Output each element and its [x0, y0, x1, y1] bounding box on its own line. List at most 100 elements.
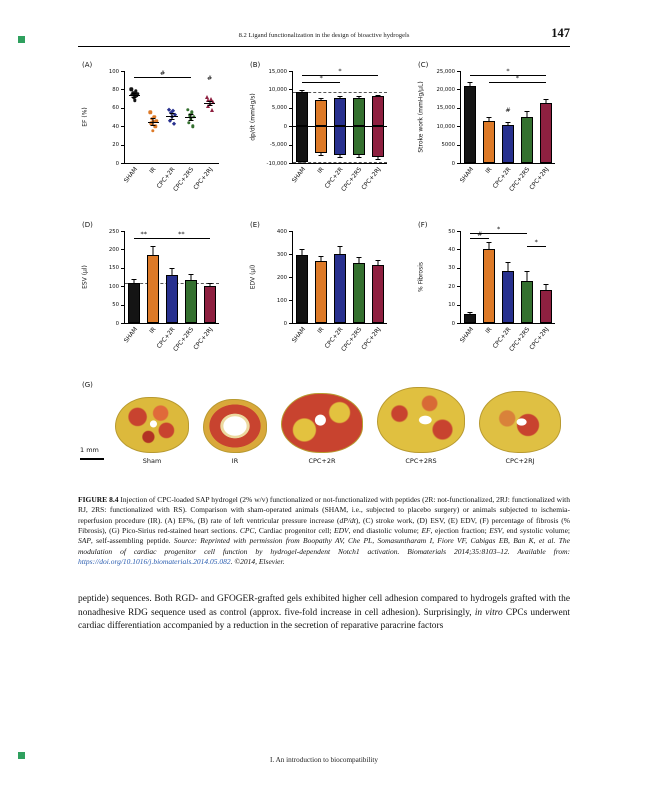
y-tick: 25,000 — [436, 69, 461, 75]
bar-CPC+2R — [333, 254, 346, 323]
text-segment: , end diastolic volume; — [348, 526, 422, 536]
error-bar — [339, 246, 341, 255]
body-paragraph: peptide) sequences. Both RGD- and GFOGER… — [78, 593, 570, 633]
chart-ef: EF (%) 0 20 40 60 80 100 # # SHAM IR CPC+2R CPC+2R… — [78, 63, 234, 211]
x-tick-label: SHAM — [290, 326, 307, 345]
page-number: 147 — [551, 26, 570, 40]
bar-CPC+2RJ — [539, 289, 552, 323]
y-tick: 100 — [277, 298, 293, 304]
bar-neg-IR — [315, 126, 328, 154]
y-tick-label: 20 — [112, 142, 119, 149]
error-bar — [301, 249, 303, 256]
data-point — [129, 87, 134, 92]
heart-row: Sham IR CPC+2R CPC+2RS CPC+2RJ — [78, 381, 570, 465]
error-cap — [299, 89, 305, 91]
x-tick-label: SHAM — [458, 166, 475, 185]
error-cap — [318, 97, 324, 99]
error-cap — [375, 158, 381, 160]
data-point — [133, 98, 137, 103]
heart-label: CPC+2RJ — [505, 457, 535, 465]
y-tick-label: 0 — [283, 320, 287, 327]
plot-area: 15,000 10,000 5,000 0 -5,000 -10,000 * * — [267, 67, 387, 167]
heart-section: Sham — [115, 397, 189, 465]
text-segment: , ejection fraction; — [430, 526, 490, 536]
significance-line — [526, 245, 546, 247]
plot-area: 0 5000 10,000 15,000 20,000 25,000 * * # — [436, 67, 555, 167]
error-cap — [150, 245, 156, 247]
y-tick: 250 — [109, 229, 125, 235]
error-bar — [488, 117, 490, 121]
text-segment: ), (C) stroke work, (D) ESV, (E) EDV, (F… — [78, 515, 571, 536]
text-segment: Injection of CPC-loaded SAP hydrogel (2%… — [78, 495, 570, 525]
heart-section: CPC+2RS — [377, 387, 465, 465]
significance-line — [489, 82, 546, 84]
text-segment: CPC — [239, 526, 255, 536]
plot-area: 0 10 20 30 40 50 # * * — [448, 225, 555, 327]
y-tick: 60 — [112, 105, 125, 111]
error-bar — [358, 256, 360, 263]
bar-CPC+2R — [165, 275, 178, 323]
text-segment: , Cardiac progenitor cell; — [254, 526, 334, 536]
y-tick-label: 200 — [108, 246, 119, 253]
significance-line — [153, 237, 210, 239]
significance-label: * — [338, 67, 342, 76]
bar-SHAM — [128, 282, 141, 323]
mean-line — [166, 116, 178, 118]
panel-g: (G) Sham IR CPC+2R CPC+2RS CPC+2RJ 1 mm — [78, 381, 570, 483]
error-bar — [301, 89, 303, 92]
y-tick: 15,000 — [268, 69, 293, 75]
data-point — [154, 118, 158, 123]
bar-SHAM — [296, 91, 309, 127]
panel-letter-a: (A) — [82, 61, 93, 69]
significance-line — [470, 75, 546, 77]
error-cap — [169, 267, 175, 269]
y-tick-label: 80 — [112, 86, 119, 93]
y-tick-label: 100 — [108, 283, 119, 290]
y-tick: 5,000 — [272, 105, 293, 111]
error-cap — [131, 278, 137, 280]
y-tick: 0 — [116, 161, 125, 167]
significance-label: * — [506, 67, 510, 76]
error-bar — [320, 255, 322, 262]
reference-line — [293, 161, 387, 163]
error-cap — [356, 157, 362, 159]
y-tick: 200 — [109, 247, 125, 253]
bar-neg-CPC+2R — [333, 126, 346, 155]
chart-edv: EDV (µl) 0 100 200 300 400 SHAM IR CPC+2R CPC+2… — [246, 223, 402, 371]
bar-CPC+2RJ — [539, 103, 552, 163]
y-tick: 0 — [284, 124, 293, 130]
y-tick-label: 30 — [448, 265, 455, 272]
bar-IR — [483, 120, 496, 163]
y-tick-label: 10,000 — [436, 123, 455, 130]
panel-letter-d: (D) — [82, 221, 93, 229]
page-content: 8.2 Ligand functionalization in the desi… — [78, 0, 570, 633]
y-tick-label: 150 — [108, 265, 119, 272]
error-cap — [131, 93, 137, 95]
mean-line — [128, 94, 141, 97]
y-tick-label: 5,000 — [271, 105, 287, 112]
error-bar — [209, 283, 211, 287]
heart-section: CPC+2RJ — [479, 391, 561, 465]
y-tick-label: 0 — [451, 320, 455, 327]
significance-label: # — [206, 73, 213, 82]
y-tick: 40 — [448, 247, 461, 253]
y-tick-label: -10,000 — [266, 160, 287, 167]
y-tick-label: 0 — [283, 123, 287, 130]
error-bar — [377, 260, 379, 266]
y-tick-label: 200 — [276, 274, 287, 281]
y-tick: 20 — [112, 142, 125, 148]
heart-image — [203, 399, 267, 453]
significance-line — [134, 237, 154, 239]
doi-link[interactable]: https://doi.org/10.1016/j.biomaterials.2… — [78, 557, 231, 567]
error-cap — [337, 96, 343, 98]
bar-CPC+2RS — [520, 280, 533, 323]
chart-stroke-work: Stroke work (mmHg/µL) 0 5000 10,000 15,000 2… — [414, 63, 570, 211]
y-axis-label: % Fibrosis — [417, 261, 425, 293]
panel-letter-c: (C) — [418, 61, 429, 69]
y-tick: 150 — [109, 265, 125, 271]
data-point — [186, 107, 190, 112]
x-tick-label: IR — [148, 326, 158, 336]
significance-label: ** — [178, 229, 185, 238]
error-bar — [507, 262, 509, 272]
